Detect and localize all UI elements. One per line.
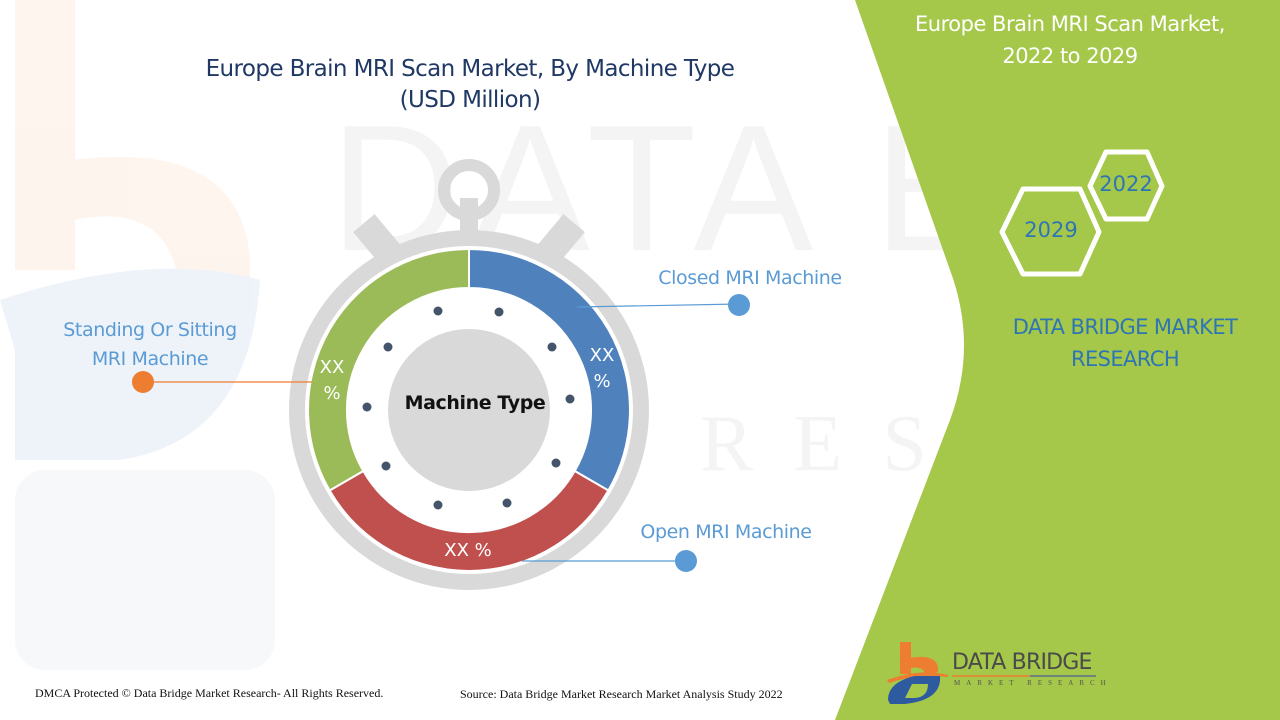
label-closed-mri: Closed MRI Machine [658, 267, 842, 289]
center-disc [388, 329, 550, 491]
label-open-mri: Open MRI Machine [640, 521, 812, 543]
marker-standing-dot-icon [132, 371, 154, 393]
pct-standing-line1: XX [319, 357, 345, 378]
chart-title-line1: Europe Brain MRI Scan Market, By Machine… [205, 56, 735, 82]
marker-open-dot-icon [675, 550, 697, 572]
label-standing-line2: MRI Machine [91, 348, 209, 370]
pct-standing-line2: % [323, 383, 341, 404]
logo-subtext: MARKET RESEARCH [954, 679, 1112, 687]
watermark-logo [0, 0, 275, 670]
hexagon-2029-icon [999, 186, 1102, 277]
chart-title: Europe Brain MRI Scan Market, By Machine… [150, 54, 790, 116]
pct-open-mri: XX % [444, 540, 492, 561]
donut-chart [307, 247, 631, 572]
label-standing-line1: Standing Or Sitting [63, 319, 237, 341]
data-bridge-logo-icon [887, 642, 1096, 704]
footer-source: Source: Data Bridge Market Research Mark… [460, 687, 783, 701]
pct-closed-line1: XX [589, 345, 615, 366]
year-2022-label: 2022 [1099, 172, 1153, 196]
year-2029-label: 2029 [1024, 218, 1078, 242]
center-label: Machine Type [404, 392, 546, 414]
brand-text: DATA BRIDGE MARKET RESEARCH [980, 311, 1270, 375]
footer-copyright: DMCA Protected © Data Bridge Market Rese… [35, 686, 384, 700]
marker-closed-dot-icon [728, 294, 750, 316]
pct-standing-sitting-mri: XX % [312, 355, 352, 407]
hexagon-2022-icon [1087, 149, 1165, 222]
brand-line1: DATA BRIDGE MARKET [1012, 315, 1238, 339]
leader-closed [576, 294, 750, 316]
pct-closed-line2: % [593, 371, 611, 392]
logo-text: DATA BRIDGE [952, 650, 1092, 675]
label-standing-sitting-mri: Standing Or Sitting MRI Machine [40, 316, 260, 374]
panel-title: Europe Brain MRI Scan Market, 2022 to 20… [880, 8, 1260, 72]
tick-dots [362, 306, 575, 510]
segment-standing-sitting-mri[interactable] [307, 247, 470, 492]
leader-standing [132, 371, 312, 393]
panel-title-line2: 2022 to 2029 [1002, 44, 1138, 68]
pct-closed-mri: XX % [582, 343, 622, 395]
panel-title-line1: Europe Brain MRI Scan Market, [915, 12, 1225, 36]
leader-open [522, 550, 697, 572]
brand-line2: RESEARCH [1070, 347, 1180, 371]
chart-title-line2: (USD Million) [399, 87, 541, 113]
green-panel [835, 0, 1280, 720]
